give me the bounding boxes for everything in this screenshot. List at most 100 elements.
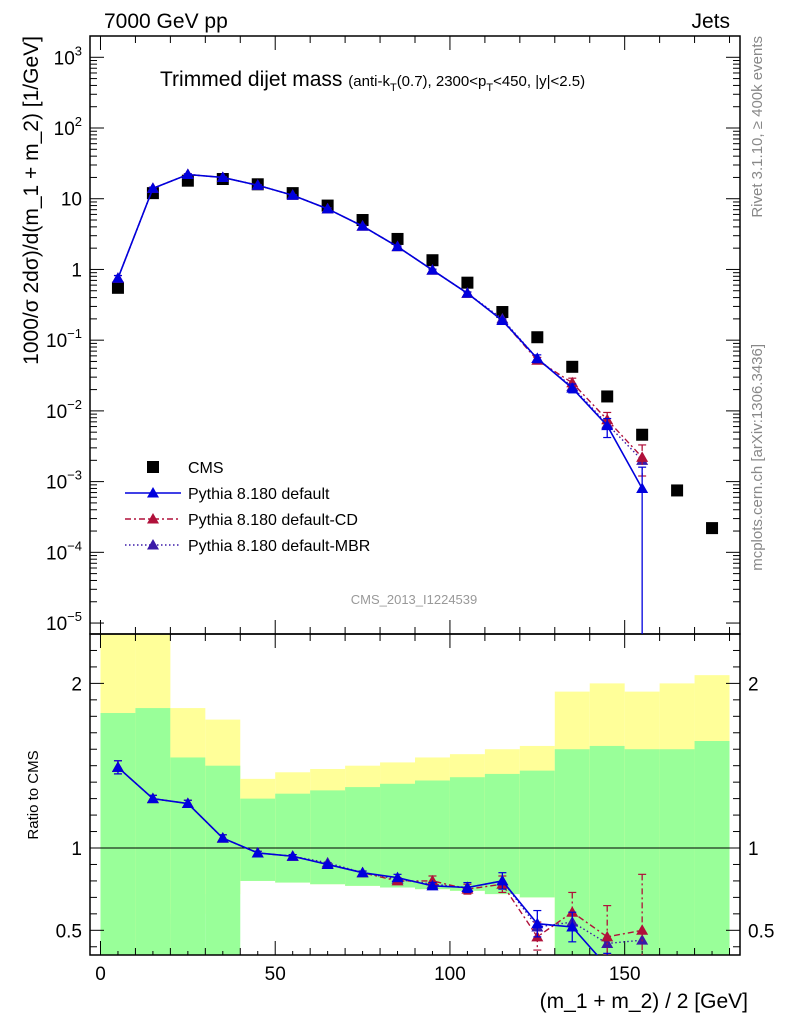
data-point-solid (146, 792, 159, 804)
data-point-solid (531, 917, 544, 929)
cms-data-point (706, 522, 719, 535)
data-point-solid (566, 921, 579, 932)
x-axis-label: (m_1 + m_2) / 2 [GeV] (540, 990, 748, 1013)
data-point-dashdot (566, 906, 579, 917)
data-point-solid (111, 761, 124, 772)
series-line-dashdot (117, 766, 643, 938)
band-inner (380, 783, 415, 888)
data-point-solid (181, 797, 194, 809)
ratio-series (111, 760, 649, 955)
ratio-y-tick-label: 1 (748, 839, 759, 860)
main-y-axis-label: 1000/σ 2dσ)/d(m_1 + m_2) [1/GeV] (20, 36, 43, 365)
band-inner (415, 780, 450, 890)
ratio-y-tick-label: 1 (71, 839, 82, 860)
cms-data-point (356, 214, 369, 227)
band-inner (240, 798, 276, 881)
band-inner (135, 708, 171, 955)
x-tick-label: 100 (434, 964, 466, 985)
band-inner (624, 749, 660, 955)
band-inner (659, 749, 695, 955)
legend: CMS Pythia 8.180 default Pythia 8.180 defa… (125, 460, 370, 555)
main-y-tick-label: 10−3 (46, 468, 82, 494)
data-point-solid (111, 272, 124, 283)
data-point-solid (146, 182, 159, 193)
data-point-solid (321, 858, 334, 869)
main-series (111, 168, 719, 634)
band-inner (170, 757, 206, 955)
ratio-y-tick-label: 0.5 (56, 921, 82, 942)
data-point-solid (496, 314, 509, 325)
legend-marker-cms (147, 461, 159, 473)
legend-marker-dashdot (147, 513, 159, 524)
cms-data-point (391, 232, 404, 245)
data-point-solid (391, 240, 404, 252)
band-inner (310, 790, 346, 885)
ratio-uncertainty-bands (100, 634, 730, 955)
legend-marker-dotted (147, 539, 159, 550)
data-point-solid (531, 352, 544, 364)
header-process: Jets (691, 10, 730, 33)
main-y-tick-label: 10−5 (46, 609, 82, 635)
x-axis: 0 50 100 150 (95, 36, 731, 985)
data-point-solid (426, 879, 439, 891)
band-inner (100, 713, 136, 955)
ratio-y-tick-label: 0.5 (748, 921, 774, 942)
x-tick-label: 0 (95, 964, 106, 985)
main-y-tick-label: 10−4 (46, 538, 82, 564)
header-energy: 7000 GeV pp (104, 10, 228, 33)
plot-title: Trimmed dijet mass (anti-kT(0.7), 2300<p… (160, 68, 585, 94)
ratio-y-tick-label: 2 (71, 674, 82, 695)
series-line-dotted (117, 766, 643, 945)
legend-label: Pythia 8.180 default-CD (188, 512, 358, 529)
main-y-tick-label: 10−2 (46, 397, 82, 423)
legend-label: Pythia 8.180 default (188, 486, 330, 503)
data-point-solid (286, 850, 299, 861)
data-point-solid (601, 419, 614, 431)
main-y-tick-label: 1 (71, 260, 82, 281)
data-point-solid (461, 287, 474, 298)
data-point-solid (251, 846, 264, 858)
data-point-solid (461, 881, 474, 893)
data-point-solid (356, 866, 369, 878)
x-tick-label: 50 (265, 964, 286, 985)
data-point-solid (251, 179, 264, 190)
analysis-watermark: CMS_2013_I1224539 (351, 592, 478, 607)
cms-data-point (426, 254, 439, 267)
series-line-dotted (117, 173, 643, 461)
ratio-y-tick-label: 2 (748, 674, 759, 695)
ratio-y-axis-label: Ratio to CMS (25, 750, 42, 839)
cms-data-point (531, 331, 544, 344)
mcplots-label: mcplots.cern.ch [arXiv:1306.3436] (749, 344, 766, 571)
band-inner (449, 777, 485, 891)
data-point-solid (286, 189, 299, 200)
data-point-solid (321, 202, 334, 214)
cms-data-point (111, 281, 124, 294)
cms-data-point (566, 360, 579, 373)
band-inner (205, 765, 241, 955)
data-point-solid (216, 832, 229, 843)
band-inner (275, 793, 311, 883)
series-line-dashdot (117, 173, 643, 458)
cms-data-point (496, 306, 509, 319)
data-point-dashdot (636, 924, 649, 935)
data-point-solid (356, 220, 369, 231)
data-point-dashdot (601, 930, 614, 942)
main-y-axis: 10−5 10−4 10−3 10−2 10−1 1 10 102 103 (46, 35, 740, 635)
legend-label: Pythia 8.180 default-MBR (188, 538, 370, 555)
cms-data-point (461, 276, 474, 289)
data-point-dashdot (636, 451, 649, 462)
main-y-tick-label: 10−1 (46, 326, 82, 352)
main-y-tick-label: 102 (54, 114, 82, 140)
cms-data-point (671, 484, 684, 497)
main-y-tick-label: 103 (54, 43, 82, 69)
x-tick-label: 150 (609, 964, 641, 985)
data-point-solid (426, 264, 439, 275)
data-point-solid (636, 482, 649, 493)
data-point-solid (496, 874, 509, 886)
series-line-solid (117, 766, 599, 955)
data-point-solid (216, 171, 229, 182)
rivet-version-label: Rivet 3.1.10, ≥ 400k events (749, 36, 766, 218)
legend-marker-solid (147, 487, 159, 498)
cms-data-point (636, 428, 649, 441)
